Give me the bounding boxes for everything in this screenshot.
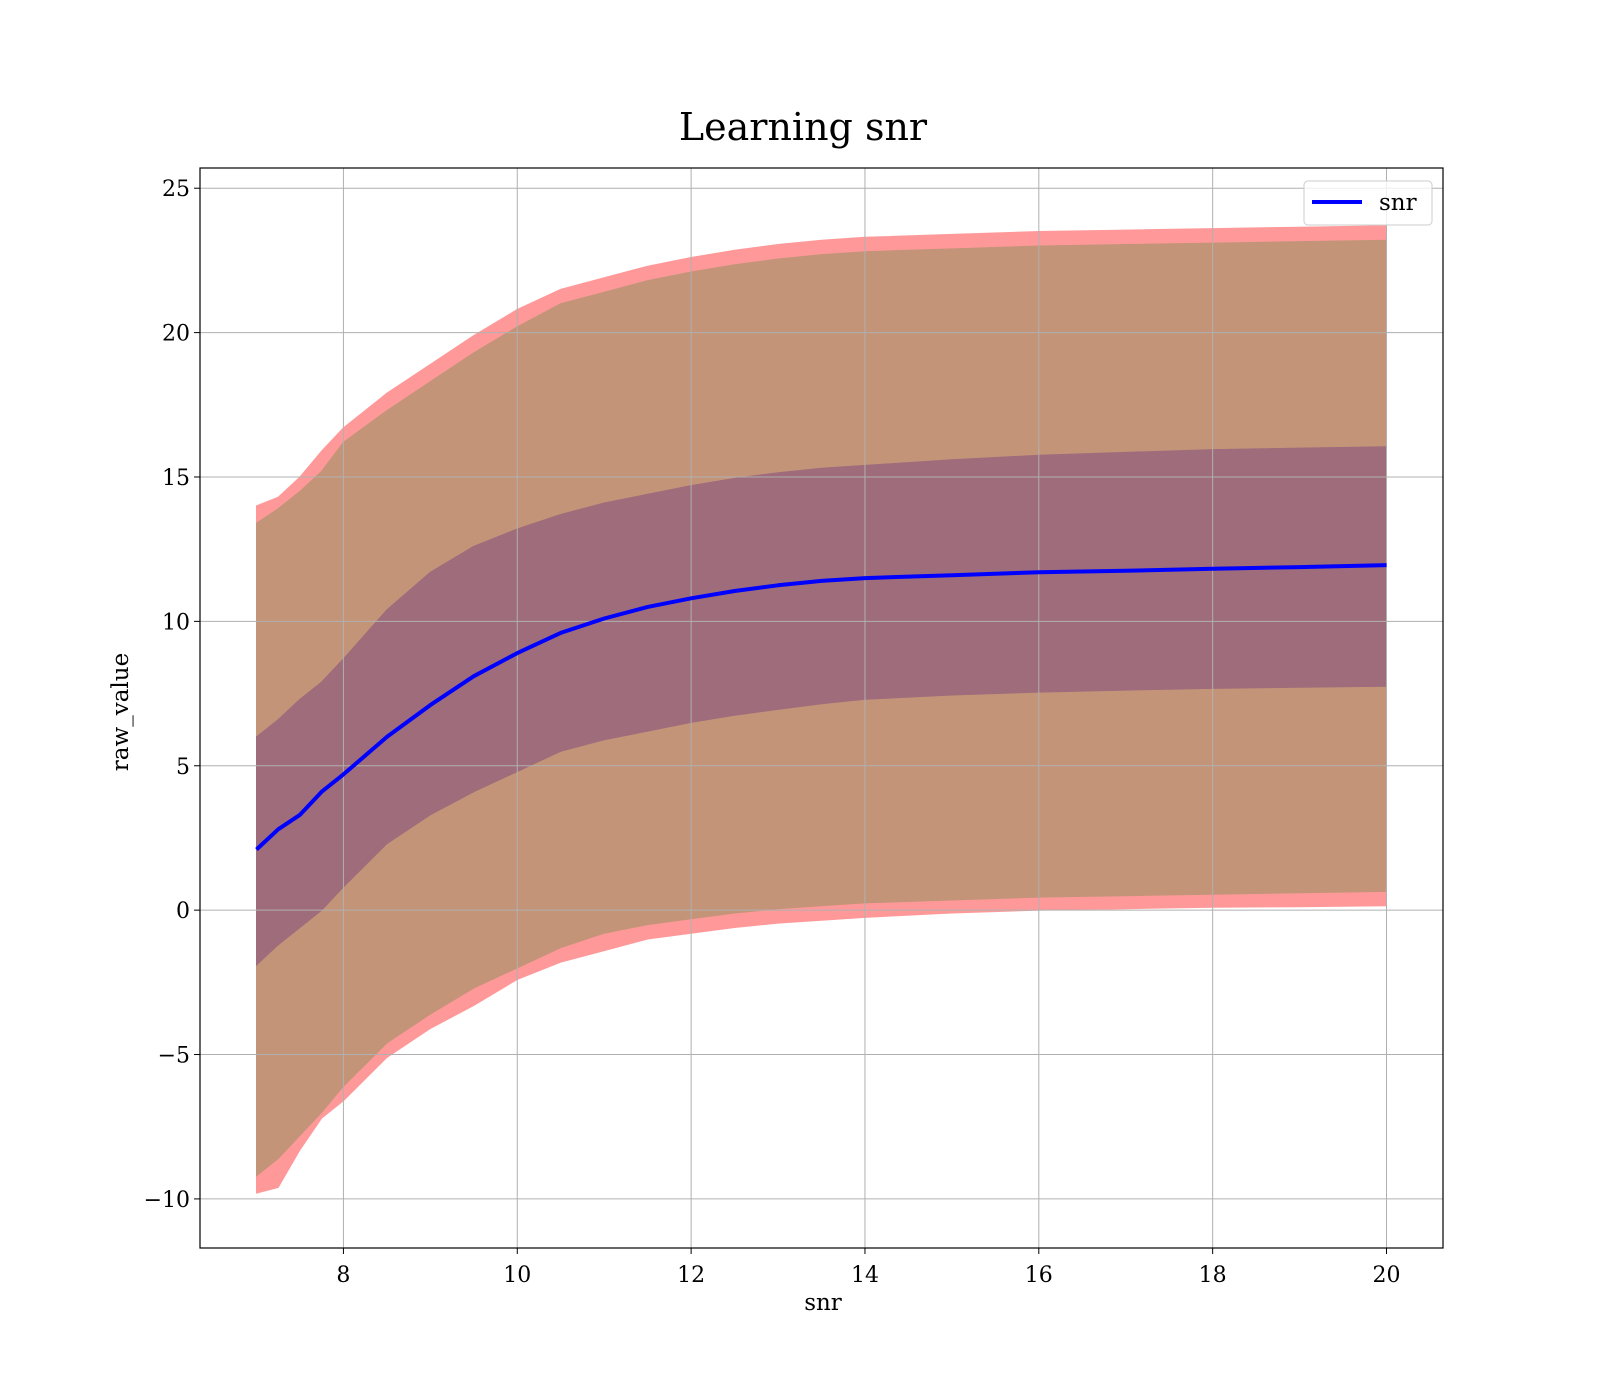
y-tick-label: 5 <box>176 755 190 780</box>
x-tick-label: 20 <box>1373 1263 1401 1288</box>
x-tick-label: 18 <box>1199 1263 1227 1288</box>
x-tick-label: 16 <box>1025 1263 1053 1288</box>
y-tick-label: 20 <box>162 322 190 347</box>
y-tick-label: 15 <box>162 466 190 491</box>
y-tick-label: 25 <box>162 177 190 202</box>
legend: snr <box>1303 180 1433 226</box>
y-tick-label: 0 <box>176 899 190 924</box>
x-axis-label: snr <box>804 1290 842 1316</box>
series-lines <box>255 563 1387 851</box>
y-tick-label: 10 <box>162 610 190 635</box>
y-tick-label: −5 <box>158 1044 190 1069</box>
y-axis-label: raw_value <box>108 653 134 771</box>
x-tick-label: 14 <box>851 1263 879 1288</box>
confidence-bands <box>256 225 1387 1194</box>
series-line-snr <box>255 563 1387 851</box>
y-tick-label: −10 <box>144 1188 190 1213</box>
chart-title: Learning snr <box>679 105 928 149</box>
x-tick-label: 8 <box>336 1263 350 1288</box>
plot-frame <box>199 167 1444 1249</box>
grid <box>200 168 1443 1248</box>
legend-box <box>1303 180 1433 226</box>
legend-label: snr <box>1379 190 1417 216</box>
x-tick-label: 12 <box>677 1263 705 1288</box>
x-tick-label: 10 <box>503 1263 531 1288</box>
axis-ticks: 8 10 12 14 16 18 20 −10 −5 0 5 10 15 20 25 <box>144 177 1401 1288</box>
